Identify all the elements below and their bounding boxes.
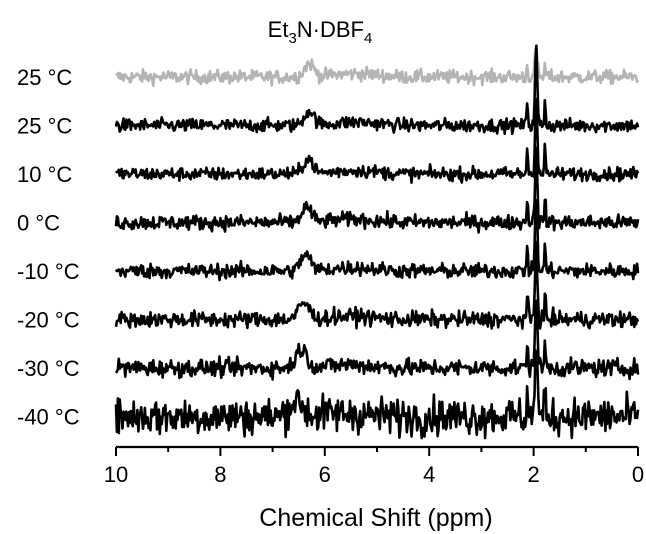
x-tick-label: 10 (104, 462, 128, 487)
spectrum-trace (114, 44, 640, 136)
x-tick-label: 6 (319, 462, 331, 487)
spectrum-trace (114, 97, 640, 184)
temperature-label: 25 °C (17, 114, 72, 139)
spectra-traces (114, 44, 640, 440)
x-tick-label: 4 (423, 462, 435, 487)
spectrum-trace (114, 299, 640, 381)
x-axis-title: Chemical Shift (ppm) (259, 504, 492, 532)
temperature-label: 10 °C (17, 162, 72, 187)
spectrum-trace (114, 349, 640, 440)
spectrum-trace (114, 240, 640, 330)
temperature-label: -30 °C (17, 356, 80, 381)
temperature-labels: 25 °C 25 °C 10 °C 0 °C -10 °C -20 °C -30 °C -40… (17, 65, 80, 430)
x-tick-label: 2 (527, 462, 539, 487)
temperature-label: -20 °C (17, 308, 80, 333)
x-tick-label: 8 (214, 462, 226, 487)
temperature-label: -10 °C (17, 259, 80, 284)
temperature-label: 25 °C (17, 65, 72, 90)
temperature-label: 0 °C (17, 211, 60, 236)
spectrum-trace (114, 198, 640, 282)
temperature-label: -40 °C (17, 405, 80, 430)
x-tick-label: 0 (632, 462, 644, 487)
spectrum-trace (114, 146, 640, 234)
x-axis-ticks: 10 8 6 4 2 0 (104, 447, 644, 487)
chart-title: Et3N·DBF4 (268, 17, 373, 47)
spectrum-trace (114, 47, 640, 87)
